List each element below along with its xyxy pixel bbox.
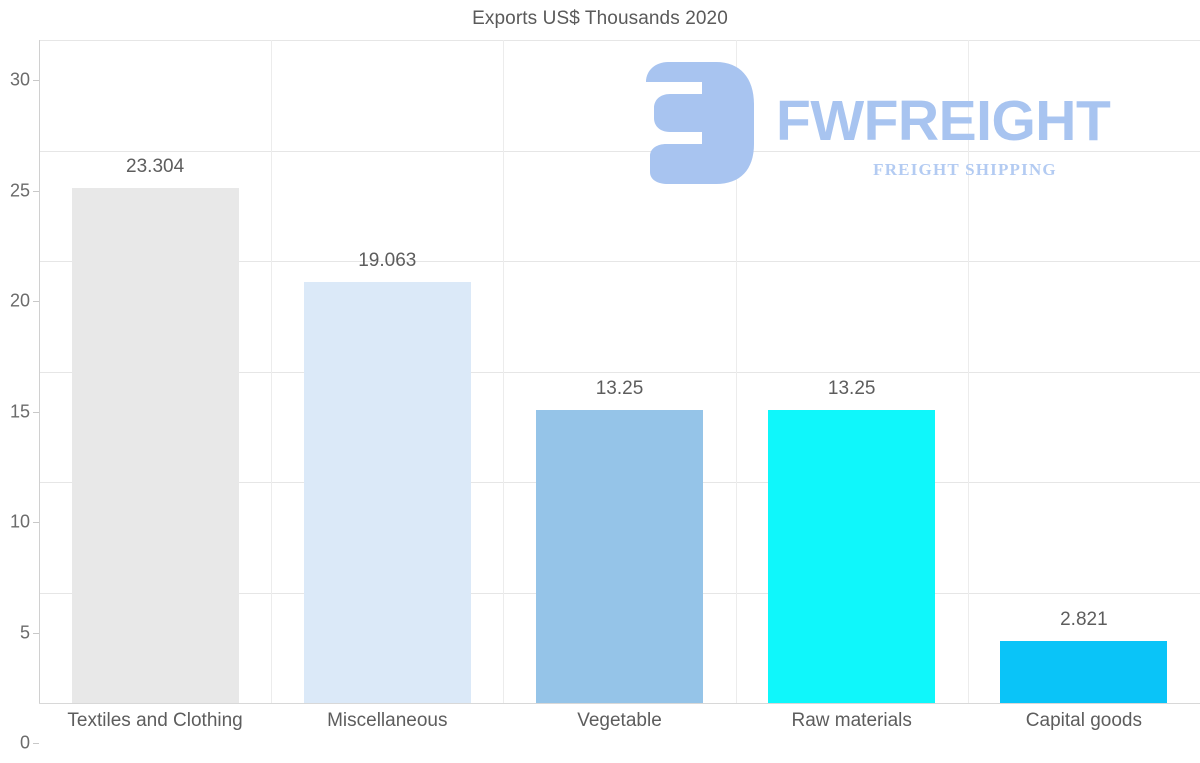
y-tick-mark (33, 301, 39, 302)
gridline-horizontal (39, 150, 1200, 152)
y-axis-tick-label: 5 (19, 622, 30, 642)
y-axis-tick-label: 30 (9, 69, 30, 90)
gridline-horizontal (39, 261, 1200, 262)
y-axis-tick-label: 0 (19, 732, 30, 753)
y-axis-tick-label: 15 (9, 401, 30, 421)
plot-area: 23.304 19.063 13.25 13.25 2.821 (39, 40, 1200, 704)
gridline-vertical (968, 40, 969, 703)
x-axis-category-label: Raw materials (791, 710, 912, 731)
bar[interactable] (71, 187, 239, 703)
bar-value-label: 2.821 (1060, 608, 1108, 630)
y-axis-tick-label: 20 (9, 290, 30, 311)
gridline-horizontal (39, 371, 1200, 373)
y-axis-tick-label: 10 (9, 511, 30, 532)
bar-value-label: 19.063 (358, 249, 417, 271)
x-axis-category-label: Textiles and Clothing (67, 710, 243, 731)
gridline-vertical (736, 40, 737, 703)
x-axis-category-label: Miscellaneous (327, 710, 448, 731)
bar[interactable] (768, 410, 936, 703)
y-tick-mark (33, 632, 39, 634)
y-axis-line (39, 40, 40, 703)
y-axis-labels: 0 5 10 15 20 25 30 (0, 40, 1200, 753)
y-axis-tick-label: 25 (9, 180, 30, 200)
y-tick-mark (33, 80, 39, 81)
y-tick-mark (33, 743, 39, 744)
y-tick-mark (33, 190, 39, 192)
bar-value-label: 13.25 (595, 378, 644, 400)
chart-title: Exports US$ Thousands 2020 (472, 8, 728, 29)
gridline-horizontal (39, 703, 1200, 704)
bar-value-label: 23.304 (126, 155, 185, 177)
x-axis-category-label: Vegetable (577, 710, 662, 731)
gridline-horizontal (39, 40, 1200, 41)
bar-value-label: 13.25 (827, 378, 876, 400)
bar[interactable] (303, 281, 471, 703)
gridline-vertical (503, 40, 504, 703)
gridline-vertical (271, 40, 272, 703)
x-axis-labels: Textiles and Clothing Miscellaneous Vegeta… (39, 710, 1200, 750)
y-tick-mark (33, 522, 39, 523)
bar[interactable] (1000, 640, 1168, 703)
bar[interactable] (536, 410, 703, 703)
y-tick-mark (33, 411, 39, 413)
x-axis-category-label: Capital goods (1025, 710, 1142, 731)
